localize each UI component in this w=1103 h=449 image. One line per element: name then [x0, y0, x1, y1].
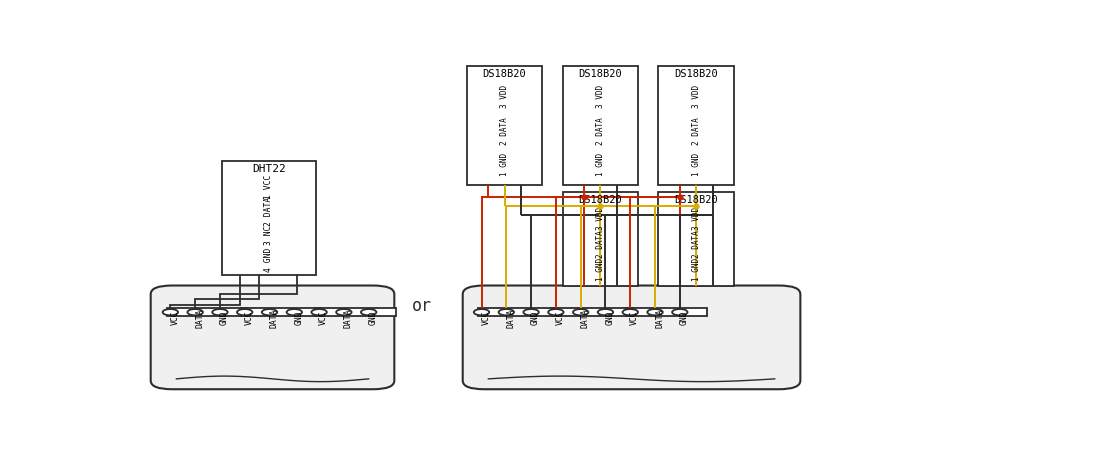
Text: DS18B20: DS18B20 [578, 69, 622, 79]
Text: GND: GND [532, 310, 540, 325]
Text: VCC: VCC [245, 310, 254, 325]
Circle shape [622, 309, 638, 315]
Bar [563, 66, 638, 185]
Text: GND: GND [295, 310, 303, 325]
Circle shape [361, 309, 376, 315]
Bar [563, 192, 638, 286]
Text: 3 VDD: 3 VDD [692, 85, 700, 108]
Text: 1 GND: 1 GND [692, 153, 700, 176]
Bar [478, 308, 558, 317]
Circle shape [336, 309, 352, 315]
Circle shape [499, 309, 514, 315]
Text: 2 DATA: 2 DATA [596, 117, 604, 145]
Text: 3 VDD: 3 VDD [596, 85, 604, 108]
Text: 2 DATA: 2 DATA [596, 230, 604, 258]
Text: DATA: DATA [655, 308, 664, 327]
Text: 1 GND: 1 GND [500, 153, 510, 176]
Circle shape [598, 309, 613, 315]
Text: DS18B20: DS18B20 [674, 69, 718, 79]
Bar [627, 308, 707, 317]
Circle shape [572, 309, 588, 315]
Text: 2 DATA: 2 DATA [500, 117, 510, 145]
Bar [315, 308, 396, 317]
Text: 1 GND: 1 GND [692, 258, 700, 281]
Text: DS18B20: DS18B20 [578, 195, 622, 205]
Text: 4 GND: 4 GND [264, 247, 274, 272]
Bar [240, 308, 322, 317]
Text: VCC: VCC [482, 310, 491, 325]
Text: VCC: VCC [556, 310, 565, 325]
Text: 2 DATA: 2 DATA [692, 230, 700, 258]
Circle shape [212, 309, 227, 315]
Text: 1 GND: 1 GND [596, 258, 604, 281]
Text: VCC: VCC [630, 310, 640, 325]
Circle shape [287, 309, 302, 315]
Circle shape [261, 309, 277, 315]
Circle shape [523, 309, 539, 315]
FancyBboxPatch shape [151, 286, 395, 389]
Circle shape [237, 309, 253, 315]
Bar [167, 308, 247, 317]
Bar [467, 66, 543, 185]
Bar [658, 192, 733, 286]
Text: GND: GND [219, 310, 229, 325]
Text: VCC: VCC [170, 310, 180, 325]
Text: 2 DATA: 2 DATA [264, 197, 274, 226]
Text: 3 VDD: 3 VDD [596, 207, 604, 230]
Text: VCC: VCC [319, 310, 328, 325]
Circle shape [647, 309, 663, 315]
Text: 3 NC: 3 NC [264, 226, 274, 245]
Circle shape [548, 309, 564, 315]
Bar [658, 66, 733, 185]
Text: 1 GND: 1 GND [596, 153, 604, 176]
Text: DATA: DATA [580, 308, 590, 327]
Circle shape [162, 309, 178, 315]
Circle shape [311, 309, 326, 315]
Text: DS18B20: DS18B20 [483, 69, 526, 79]
Circle shape [188, 309, 203, 315]
Text: DATA: DATA [506, 308, 515, 327]
Text: DHT22: DHT22 [251, 164, 286, 174]
Text: DATA: DATA [344, 308, 353, 327]
FancyBboxPatch shape [463, 286, 801, 389]
Text: 1 VCC: 1 VCC [264, 175, 274, 199]
Text: DS18B20: DS18B20 [674, 195, 718, 205]
Text: GND: GND [679, 310, 689, 325]
Text: 3 VDD: 3 VDD [692, 207, 700, 230]
Text: GND: GND [606, 310, 614, 325]
Text: or: or [411, 297, 431, 315]
Text: DATA: DATA [269, 308, 279, 327]
Text: DATA: DATA [195, 308, 204, 327]
Text: GND: GND [368, 310, 377, 325]
Circle shape [672, 309, 687, 315]
Circle shape [474, 309, 490, 315]
Bar [222, 161, 315, 275]
Bar [553, 308, 633, 317]
Text: 3 VDD: 3 VDD [500, 85, 510, 108]
Text: 2 DATA: 2 DATA [692, 117, 700, 145]
